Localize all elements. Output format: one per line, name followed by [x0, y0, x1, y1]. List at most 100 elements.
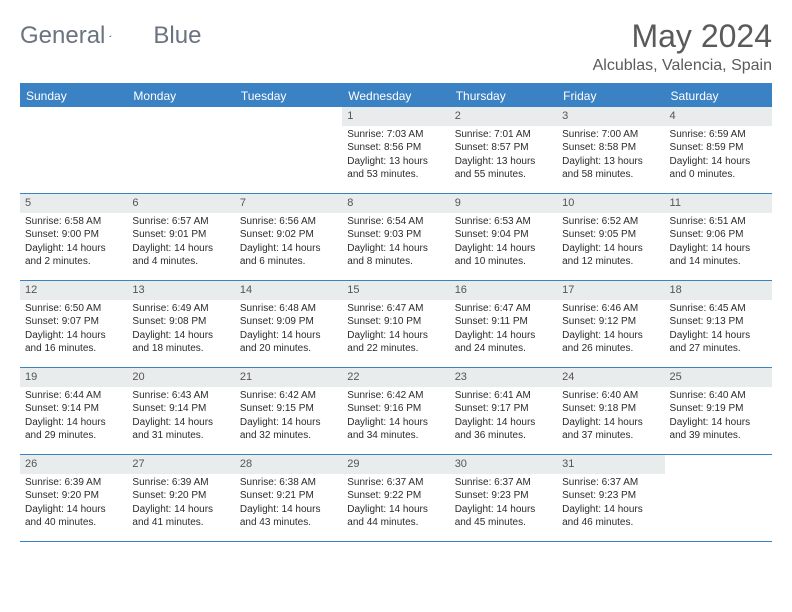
calendar-page: General Blue May 2024 Alcublas, Valencia…	[0, 0, 792, 560]
day-cell	[665, 455, 772, 541]
day-body: Sunrise: 6:56 AMSunset: 9:02 PMDaylight:…	[235, 213, 342, 273]
day-body: Sunrise: 6:45 AMSunset: 9:13 PMDaylight:…	[665, 300, 772, 360]
day-body: Sunrise: 6:40 AMSunset: 9:19 PMDaylight:…	[665, 387, 772, 447]
daylight-text: Daylight: 14 hours and 34 minutes.	[347, 416, 444, 443]
sunset-text: Sunset: 9:06 PM	[670, 228, 767, 242]
weekday-tue: Tuesday	[235, 85, 342, 107]
sunrise-text: Sunrise: 6:56 AM	[240, 215, 337, 229]
daylight-text: Daylight: 14 hours and 41 minutes.	[132, 503, 229, 530]
sunset-text: Sunset: 9:03 PM	[347, 228, 444, 242]
daylight-text: Daylight: 14 hours and 39 minutes.	[670, 416, 767, 443]
daylight-text: Daylight: 14 hours and 37 minutes.	[562, 416, 659, 443]
week-row: 12Sunrise: 6:50 AMSunset: 9:07 PMDayligh…	[20, 281, 772, 368]
day-cell	[127, 107, 234, 193]
day-body: Sunrise: 6:43 AMSunset: 9:14 PMDaylight:…	[127, 387, 234, 447]
brand-text-1: General	[20, 22, 105, 50]
sunset-text: Sunset: 9:23 PM	[455, 489, 552, 503]
sunrise-text: Sunrise: 6:45 AM	[670, 302, 767, 316]
daylight-text: Daylight: 14 hours and 22 minutes.	[347, 329, 444, 356]
sunset-text: Sunset: 9:23 PM	[562, 489, 659, 503]
sunrise-text: Sunrise: 6:42 AM	[347, 389, 444, 403]
week-row: 19Sunrise: 6:44 AMSunset: 9:14 PMDayligh…	[20, 368, 772, 455]
day-number: 10	[557, 194, 664, 213]
day-body: Sunrise: 6:48 AMSunset: 9:09 PMDaylight:…	[235, 300, 342, 360]
day-number: 12	[20, 281, 127, 300]
day-body: Sunrise: 6:51 AMSunset: 9:06 PMDaylight:…	[665, 213, 772, 273]
day-cell: 19Sunrise: 6:44 AMSunset: 9:14 PMDayligh…	[20, 368, 127, 454]
day-cell: 29Sunrise: 6:37 AMSunset: 9:22 PMDayligh…	[342, 455, 449, 541]
week-row: 26Sunrise: 6:39 AMSunset: 9:20 PMDayligh…	[20, 455, 772, 542]
daylight-text: Daylight: 14 hours and 8 minutes.	[347, 242, 444, 269]
calendar-grid: Sunday Monday Tuesday Wednesday Thursday…	[20, 83, 772, 542]
day-number: 11	[665, 194, 772, 213]
daylight-text: Daylight: 14 hours and 6 minutes.	[240, 242, 337, 269]
day-body	[235, 126, 342, 132]
day-number: 31	[557, 455, 664, 474]
title-block: May 2024 Alcublas, Valencia, Spain	[593, 18, 772, 75]
daylight-text: Daylight: 14 hours and 40 minutes.	[25, 503, 122, 530]
sunrise-text: Sunrise: 7:01 AM	[455, 128, 552, 142]
daylight-text: Daylight: 14 hours and 24 minutes.	[455, 329, 552, 356]
brand-text-2: Blue	[153, 22, 201, 50]
daylight-text: Daylight: 14 hours and 2 minutes.	[25, 242, 122, 269]
day-cell: 18Sunrise: 6:45 AMSunset: 9:13 PMDayligh…	[665, 281, 772, 367]
sunset-text: Sunset: 9:18 PM	[562, 402, 659, 416]
sunrise-text: Sunrise: 6:54 AM	[347, 215, 444, 229]
daylight-text: Daylight: 14 hours and 18 minutes.	[132, 329, 229, 356]
weekday-fri: Friday	[557, 85, 664, 107]
location-text: Alcublas, Valencia, Spain	[593, 57, 772, 75]
day-body: Sunrise: 6:57 AMSunset: 9:01 PMDaylight:…	[127, 213, 234, 273]
sunset-text: Sunset: 9:02 PM	[240, 228, 337, 242]
sunrise-text: Sunrise: 6:47 AM	[347, 302, 444, 316]
day-number: 8	[342, 194, 449, 213]
sunrise-text: Sunrise: 6:57 AM	[132, 215, 229, 229]
day-body: Sunrise: 7:01 AMSunset: 8:57 PMDaylight:…	[450, 126, 557, 186]
sunrise-text: Sunrise: 6:46 AM	[562, 302, 659, 316]
brand-logo: General Blue	[20, 22, 201, 50]
day-cell	[235, 107, 342, 193]
sunrise-text: Sunrise: 6:41 AM	[455, 389, 552, 403]
day-body: Sunrise: 6:39 AMSunset: 9:20 PMDaylight:…	[20, 474, 127, 534]
sunset-text: Sunset: 9:17 PM	[455, 402, 552, 416]
day-body	[127, 126, 234, 132]
day-body: Sunrise: 6:42 AMSunset: 9:15 PMDaylight:…	[235, 387, 342, 447]
day-cell: 30Sunrise: 6:37 AMSunset: 9:23 PMDayligh…	[450, 455, 557, 541]
daylight-text: Daylight: 14 hours and 10 minutes.	[455, 242, 552, 269]
day-number: 14	[235, 281, 342, 300]
weekday-wed: Wednesday	[342, 85, 449, 107]
day-number: 3	[557, 107, 664, 126]
day-body: Sunrise: 6:47 AMSunset: 9:11 PMDaylight:…	[450, 300, 557, 360]
sunrise-text: Sunrise: 6:44 AM	[25, 389, 122, 403]
sunrise-text: Sunrise: 6:37 AM	[455, 476, 552, 490]
weekday-sat: Saturday	[665, 85, 772, 107]
sunrise-text: Sunrise: 6:50 AM	[25, 302, 122, 316]
day-number: 6	[127, 194, 234, 213]
day-cell: 13Sunrise: 6:49 AMSunset: 9:08 PMDayligh…	[127, 281, 234, 367]
weekday-sun: Sunday	[20, 85, 127, 107]
daylight-text: Daylight: 14 hours and 0 minutes.	[670, 155, 767, 182]
day-number: 18	[665, 281, 772, 300]
day-number: 26	[20, 455, 127, 474]
day-body: Sunrise: 6:44 AMSunset: 9:14 PMDaylight:…	[20, 387, 127, 447]
day-number: 22	[342, 368, 449, 387]
sunset-text: Sunset: 8:59 PM	[670, 141, 767, 155]
day-number: 9	[450, 194, 557, 213]
day-body: Sunrise: 6:53 AMSunset: 9:04 PMDaylight:…	[450, 213, 557, 273]
sunrise-text: Sunrise: 6:47 AM	[455, 302, 552, 316]
day-body: Sunrise: 6:40 AMSunset: 9:18 PMDaylight:…	[557, 387, 664, 447]
day-cell: 24Sunrise: 6:40 AMSunset: 9:18 PMDayligh…	[557, 368, 664, 454]
sunset-text: Sunset: 8:56 PM	[347, 141, 444, 155]
sunrise-text: Sunrise: 6:40 AM	[562, 389, 659, 403]
day-body: Sunrise: 6:39 AMSunset: 9:20 PMDaylight:…	[127, 474, 234, 534]
sunset-text: Sunset: 9:04 PM	[455, 228, 552, 242]
sunrise-text: Sunrise: 6:53 AM	[455, 215, 552, 229]
triangle-icon	[109, 25, 111, 47]
daylight-text: Daylight: 13 hours and 55 minutes.	[455, 155, 552, 182]
day-number: 24	[557, 368, 664, 387]
day-number: 28	[235, 455, 342, 474]
sunset-text: Sunset: 9:19 PM	[670, 402, 767, 416]
daylight-text: Daylight: 14 hours and 31 minutes.	[132, 416, 229, 443]
day-cell: 11Sunrise: 6:51 AMSunset: 9:06 PMDayligh…	[665, 194, 772, 280]
day-number: 30	[450, 455, 557, 474]
daylight-text: Daylight: 14 hours and 36 minutes.	[455, 416, 552, 443]
